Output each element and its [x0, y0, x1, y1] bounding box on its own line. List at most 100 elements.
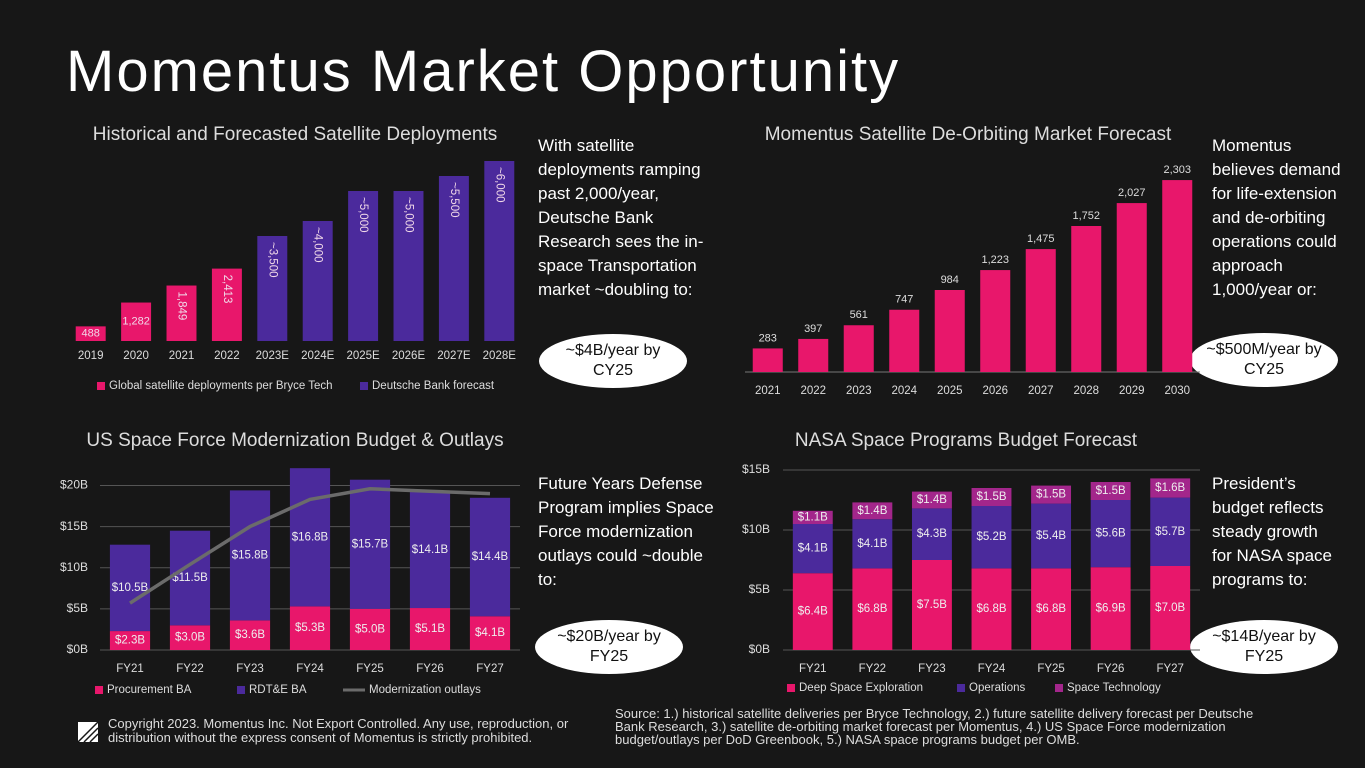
callout-bubble [535, 620, 683, 674]
value-label: $11.5B [172, 572, 208, 584]
bar [229, 620, 271, 650]
bar [469, 497, 511, 617]
value-label: $1.6B [1155, 482, 1185, 494]
callout-bubble [539, 334, 687, 388]
bar [1090, 500, 1131, 568]
value-label: $4.3B [917, 528, 947, 540]
x-tick-label: FY21 [116, 663, 144, 675]
callout: ~$500M/year by CY25 [1206, 341, 1322, 378]
x-tick-label: FY26 [416, 663, 444, 675]
value-label: ~5,000 [357, 197, 369, 233]
bar [393, 191, 424, 341]
x-tick-label: 2029 [1119, 385, 1145, 397]
x-tick-label: 2030 [1164, 385, 1190, 397]
bar [1150, 478, 1191, 498]
callout-bubble [1190, 620, 1338, 674]
value-label: $6.4B [798, 606, 828, 618]
value-label: $1.4B [857, 505, 887, 517]
value-label: $7.0B [1155, 602, 1185, 614]
value-label: 1,475 [1027, 233, 1055, 245]
value-label: ~5,000 [402, 197, 414, 233]
value-label: $6.9B [1096, 603, 1126, 615]
value-label: $15.8B [232, 549, 269, 561]
x-tick-label: 2021 [169, 350, 195, 362]
value-label: 283 [759, 332, 777, 344]
x-tick-label: 2022 [800, 385, 826, 397]
legend-label: Operations [969, 682, 1026, 694]
bar [792, 524, 833, 574]
x-tick-label: FY26 [1097, 663, 1125, 675]
y-tick-label: $5B [749, 582, 770, 596]
x-tick-label: FY24 [296, 663, 324, 675]
x-tick-label: 2027E [437, 350, 471, 362]
chart-title: NASA Space Programs Budget Forecast [795, 430, 1138, 451]
x-tick-label: FY25 [356, 663, 384, 675]
bar [980, 270, 1011, 372]
x-tick-label: 2024 [891, 385, 917, 397]
x-tick-label: 2023E [256, 350, 290, 362]
legend-label: Deep Space Exploration [799, 682, 923, 694]
value-label: $7.5B [917, 599, 947, 611]
value-label: ~5,500 [448, 182, 460, 218]
bar [1071, 226, 1102, 372]
bar [971, 568, 1012, 650]
y-tick-label: $20B [60, 478, 88, 492]
bar [971, 488, 1012, 506]
value-label: $4.1B [857, 538, 887, 550]
logo-lines [77, 721, 99, 743]
bar [469, 616, 511, 650]
bar [1031, 485, 1072, 504]
bar [484, 161, 515, 341]
bar [911, 491, 952, 509]
legend-label: Space Technology [1067, 682, 1161, 694]
value-label: 747 [895, 294, 913, 306]
value-label: 1,752 [1072, 210, 1100, 222]
value-label: 984 [941, 274, 959, 286]
x-tick-label: 2025E [346, 350, 380, 362]
bar [1031, 568, 1072, 650]
x-tick-label: 2024E [301, 350, 335, 362]
value-label: 397 [804, 323, 822, 335]
legend-label: Deutsche Bank forecast [372, 380, 495, 392]
x-tick-label: 2025 [937, 385, 963, 397]
bar [289, 468, 331, 607]
x-tick-label: 2027 [1028, 385, 1054, 397]
bar [1090, 567, 1131, 650]
value-label: $5.4B [1036, 530, 1066, 542]
y-tick-label: $15B [60, 519, 88, 533]
legend-label: Modernization outlays [369, 684, 481, 696]
bar [1162, 180, 1193, 372]
bar [349, 479, 391, 609]
callout: ~$20B/year by FY25 [557, 628, 661, 665]
x-tick-label: 2020 [123, 350, 149, 362]
bar [211, 268, 242, 341]
value-label: $6.8B [976, 603, 1006, 615]
bar [1031, 503, 1072, 569]
value-label: $6.8B [1036, 603, 1066, 615]
bar [971, 506, 1012, 569]
annotation: With satellite deployments ramping past … [538, 136, 704, 299]
bar [409, 608, 451, 650]
value-label: $5.6B [1096, 528, 1126, 540]
value-label: $2.3B [115, 635, 145, 647]
value-label: 2,027 [1118, 187, 1146, 199]
chart-title: Momentus Satellite De-Orbiting Market Fo… [765, 124, 1172, 145]
legend-label: Global satellite deployments per Bryce T… [109, 380, 333, 392]
bar [229, 490, 271, 621]
x-tick-label: 2019 [78, 350, 104, 362]
callout-bubble [1190, 333, 1338, 387]
bar [934, 290, 965, 372]
value-label: $4.1B [475, 627, 505, 639]
bar [1116, 203, 1147, 372]
value-label: $6.8B [857, 603, 887, 615]
bar [349, 608, 391, 650]
value-label: ~6,000 [493, 167, 505, 203]
bar [109, 631, 151, 650]
bar [843, 325, 874, 372]
x-tick-label: 2028 [1073, 385, 1099, 397]
bar [302, 221, 333, 341]
bar [348, 191, 379, 341]
annotation: Momentus believes demand for life-extens… [1212, 136, 1341, 299]
x-tick-label: 2026E [392, 350, 426, 362]
